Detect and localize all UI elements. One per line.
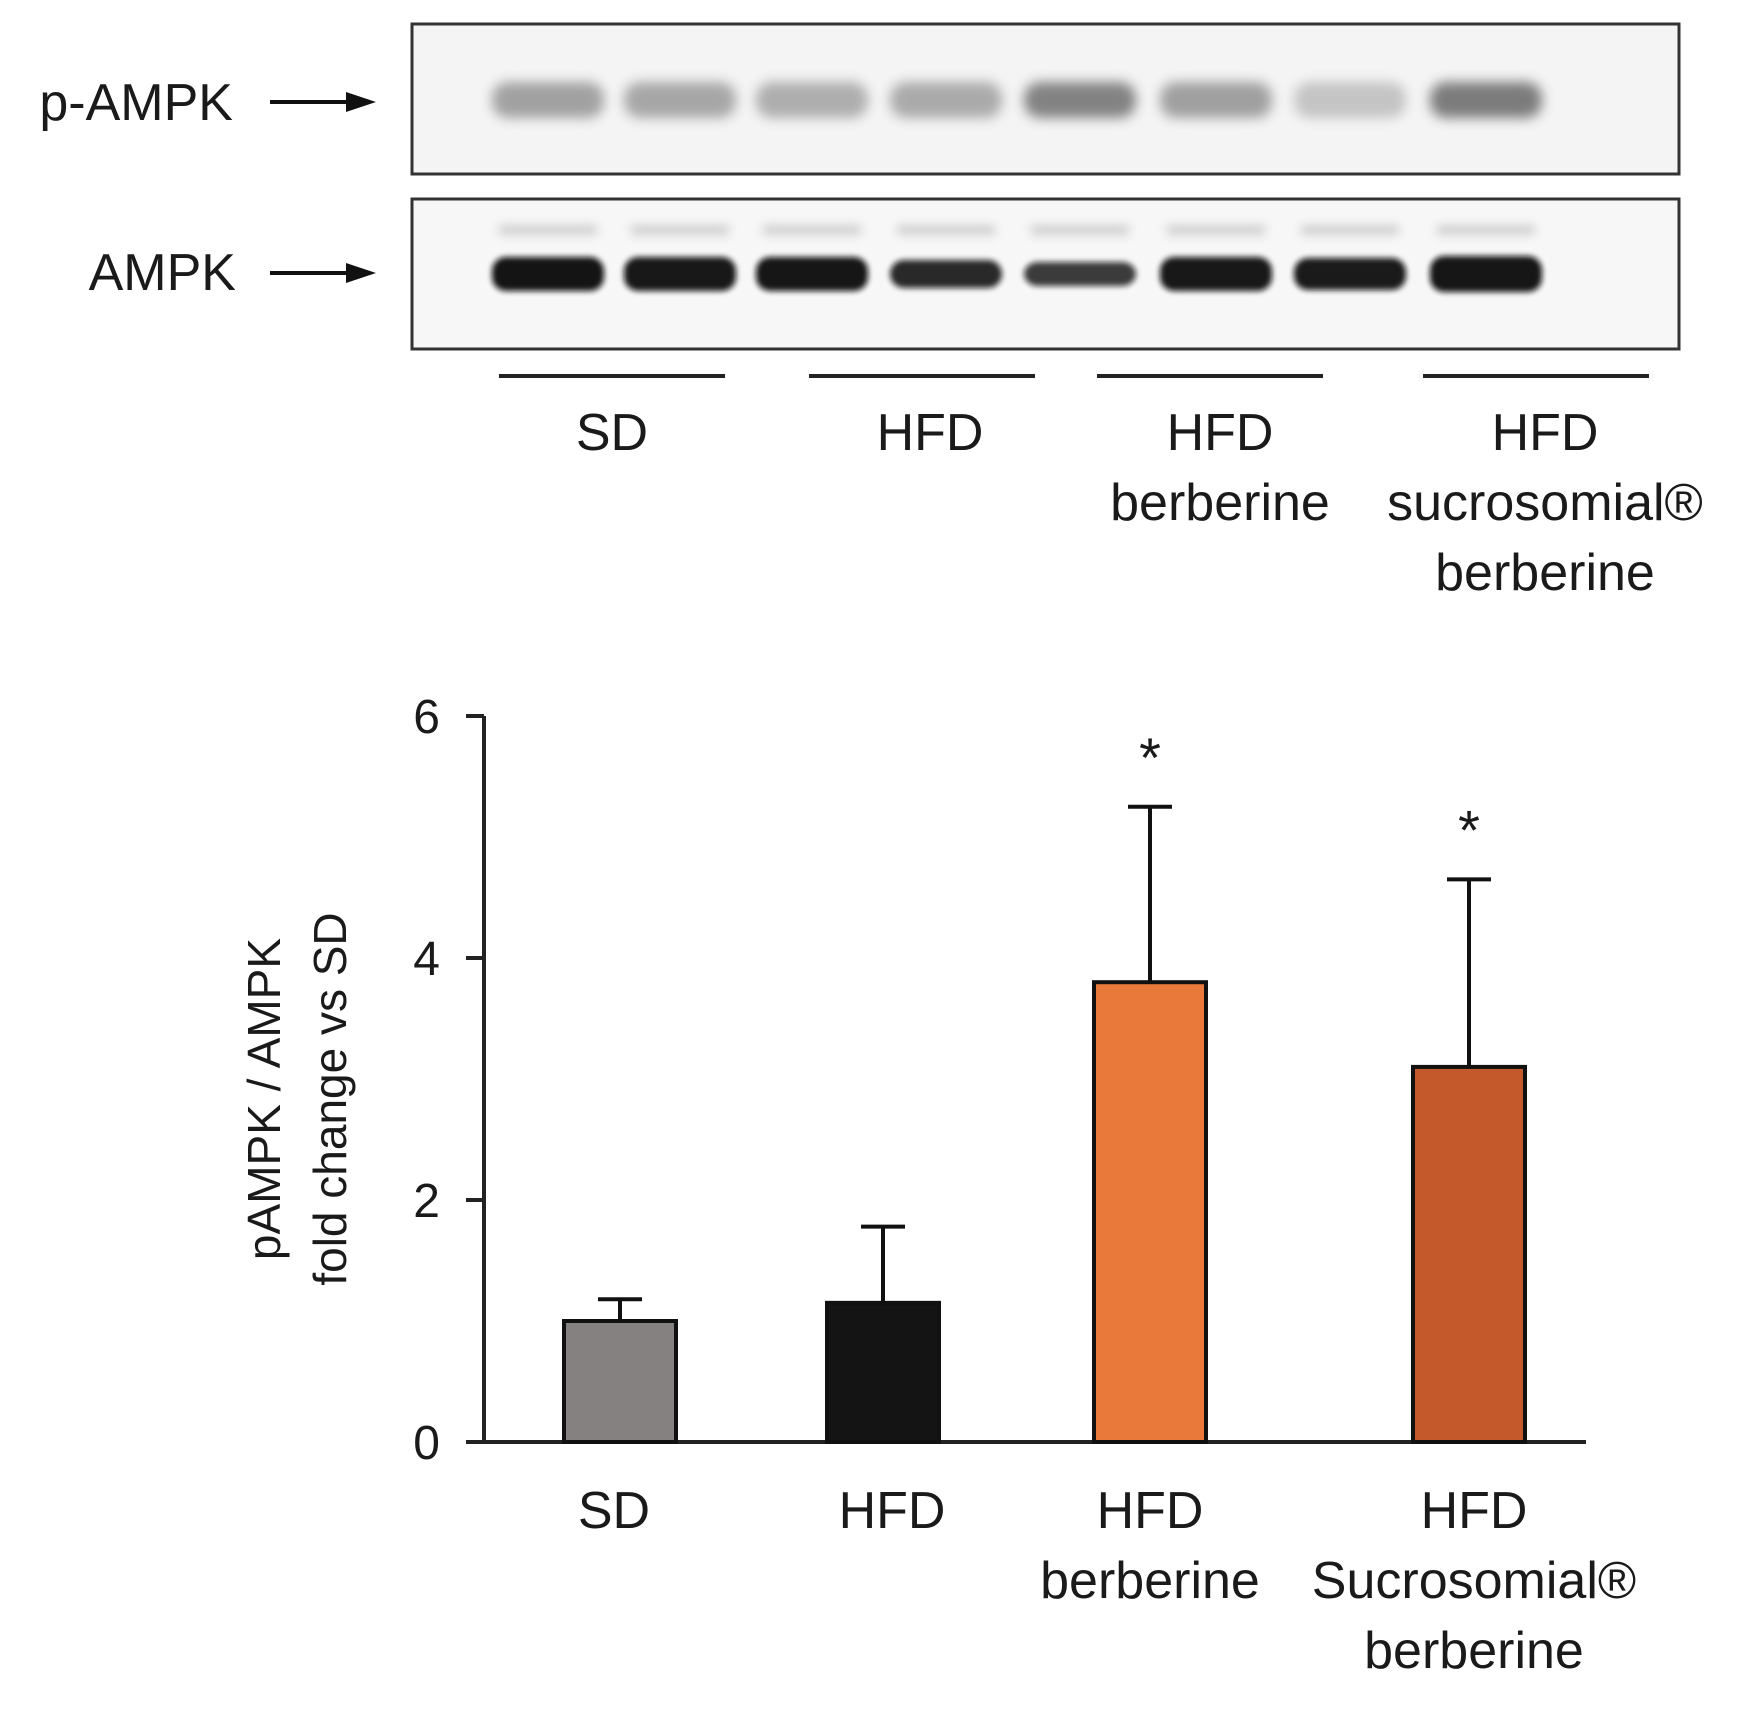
p-ampk-band: [624, 82, 736, 118]
arrow-icon: [270, 263, 376, 283]
arrow-icon: [270, 92, 376, 112]
western-blot: p-AMPK AMPK SD HFD HFD berberine HFD sucrosom…: [39, 22, 1703, 602]
ampk-faint-band: [630, 225, 730, 235]
blot-group-label: HFD: [877, 404, 984, 462]
blot-group-label: berberine: [1435, 544, 1655, 602]
blot-group-label: sucrosomial®: [1387, 474, 1703, 532]
x-tick-label: berberine: [1364, 1622, 1584, 1680]
bar: [562, 1319, 678, 1444]
ampk-faint-band: [762, 225, 862, 235]
blot-group-label: HFD: [1167, 404, 1274, 462]
ampk-faint-band: [1436, 225, 1536, 235]
y-tick-label: 6: [413, 691, 440, 744]
y-axis: 0 2 4 6: [413, 691, 1586, 1470]
y-axis-label-line: pAMPK / AMPK: [238, 938, 290, 1260]
x-tick-label: SD: [578, 1482, 650, 1540]
bar: [825, 1300, 941, 1444]
blot-group-labels: SD HFD HFD berberine HFD sucrosomial® berberin…: [499, 374, 1703, 602]
ampk-band: [1430, 256, 1542, 292]
ampk-band: [1294, 258, 1406, 290]
ampk-bands: [492, 225, 1542, 292]
ampk-band: [756, 257, 868, 291]
ampk-faint-band: [1166, 225, 1266, 235]
blot-group-label: berberine: [1110, 474, 1330, 532]
ampk-band: [1160, 257, 1272, 291]
x-tick-label: HFD: [839, 1482, 946, 1540]
x-tick-label: berberine: [1040, 1552, 1260, 1610]
bars: **: [562, 726, 1527, 1445]
blot-row-label-p-ampk: p-AMPK: [39, 74, 233, 132]
y-tick-label: 0: [413, 1417, 440, 1470]
p-ampk-band: [1160, 82, 1272, 118]
bar: [1092, 980, 1208, 1444]
p-ampk-band: [1294, 82, 1406, 118]
ampk-faint-band: [896, 225, 996, 235]
p-ampk-band: [890, 82, 1002, 118]
ampk-faint-band: [1030, 225, 1130, 235]
blot-group-label: SD: [576, 404, 648, 462]
p-ampk-band: [1024, 82, 1136, 118]
ampk-band: [890, 260, 1002, 288]
x-tick-label: HFD: [1421, 1482, 1528, 1540]
p-ampk-band: [492, 82, 604, 118]
ampk-band: [492, 257, 604, 291]
x-axis-labels: SD HFD HFD berberine HFD Sucrosomial® berberin…: [578, 1482, 1636, 1680]
bar: [1411, 1064, 1527, 1445]
p-ampk-band: [1430, 82, 1542, 118]
x-tick-label: Sucrosomial®: [1312, 1552, 1636, 1610]
p-ampk-bands: [492, 82, 1542, 118]
blot-group-label: HFD: [1492, 404, 1599, 462]
ampk-faint-band: [1300, 225, 1400, 235]
y-axis-label: pAMPK / AMPK fold change vs SD: [238, 912, 356, 1285]
y-tick-label: 4: [413, 933, 440, 986]
x-tick-label: HFD: [1097, 1482, 1204, 1540]
significance-marker: *: [1458, 798, 1480, 861]
ampk-faint-band: [498, 225, 598, 235]
significance-marker: *: [1139, 726, 1161, 789]
ampk-band: [1024, 262, 1136, 286]
blot-row-label-ampk: AMPK: [89, 244, 237, 302]
ampk-band: [624, 257, 736, 291]
p-ampk-band: [756, 82, 868, 118]
y-tick-label: 2: [413, 1175, 440, 1228]
y-axis-label-line: fold change vs SD: [304, 912, 356, 1285]
